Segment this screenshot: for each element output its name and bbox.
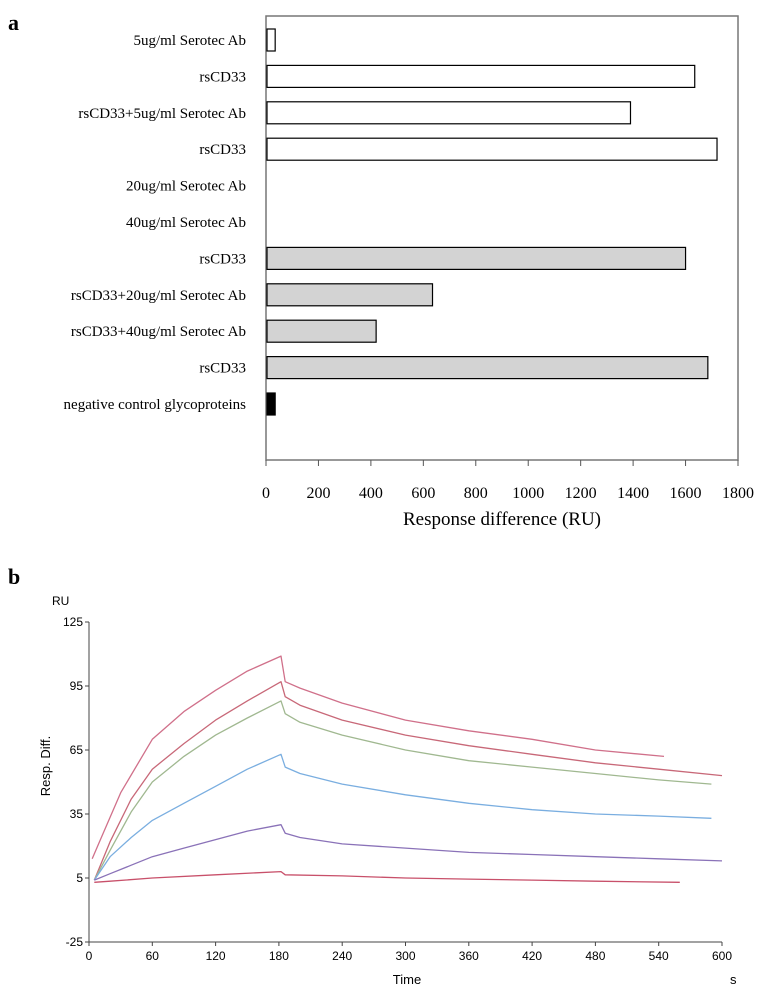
panel-b-label: b	[8, 564, 20, 589]
sensorgram-curve	[94, 824, 723, 881]
panel-a-label: a	[8, 10, 19, 35]
bar	[266, 28, 276, 52]
x-tick-label: 200	[306, 485, 330, 502]
panel-a-plot-frame	[265, 15, 739, 461]
x-tick-label: 800	[464, 485, 488, 502]
x-tick-label: 1800	[722, 485, 754, 502]
y-tick-label: 125	[63, 615, 83, 629]
x-tick-label: 180	[269, 949, 289, 963]
bar	[266, 319, 377, 343]
category-label: 40ug/ml Serotec Ab	[126, 215, 246, 231]
x-tick-label: 120	[206, 949, 226, 963]
panel-b-y-unit: RU	[52, 594, 69, 608]
sensorgram-curve	[93, 700, 712, 881]
bar	[266, 392, 276, 416]
category-label: negative control glycoproteins	[64, 397, 247, 413]
bar	[266, 283, 434, 307]
x-tick-label: 1000	[512, 485, 544, 502]
bar	[266, 137, 718, 161]
x-tick-label: 480	[585, 949, 605, 963]
x-tick-label: 600	[411, 485, 435, 502]
category-label: rsCD33+20ug/ml Serotec Ab	[71, 288, 246, 304]
bar	[266, 356, 709, 380]
sensorgram-curve	[94, 870, 680, 883]
y-tick-label: 35	[70, 807, 84, 821]
y-tick-label: -25	[66, 935, 84, 949]
bar	[266, 64, 696, 89]
y-tick-label: 95	[70, 679, 84, 693]
x-tick-label: 420	[522, 949, 542, 963]
x-tick-label: 540	[649, 949, 669, 963]
category-label: 20ug/ml Serotec Ab	[126, 179, 246, 195]
sensorgram-curve	[93, 681, 723, 881]
x-tick-label: 60	[146, 949, 160, 963]
x-tick-label: 400	[359, 485, 383, 502]
sensorgram-curve	[91, 655, 665, 860]
panel-b-x-axis-label: Time	[393, 972, 421, 987]
x-tick-label: 360	[459, 949, 479, 963]
panel-b-y-axis-label: Resp. Diff.	[38, 736, 53, 796]
panel-b-x-unit: s	[730, 972, 737, 987]
x-tick-label: 300	[395, 949, 415, 963]
category-label: rsCD33	[199, 251, 246, 267]
panel-a-x-axis-label: Response difference (RU)	[403, 509, 601, 530]
x-tick-label: 0	[86, 949, 93, 963]
bar	[266, 246, 687, 270]
category-label: rsCD33+40ug/ml Serotec Ab	[71, 324, 246, 340]
category-label: rsCD33	[199, 69, 246, 85]
x-tick-label: 0	[262, 485, 270, 502]
sensorgram-curve	[93, 753, 712, 881]
x-tick-label: 1400	[617, 485, 649, 502]
category-label: rsCD33+5ug/ml Serotec Ab	[78, 106, 246, 122]
y-tick-label: 65	[70, 743, 84, 757]
bar	[266, 101, 632, 125]
x-tick-label: 1600	[670, 485, 702, 502]
x-tick-label: 600	[712, 949, 732, 963]
category-label: 5ug/ml Serotec Ab	[134, 33, 247, 49]
x-tick-label: 1200	[565, 485, 597, 502]
category-label: rsCD33	[199, 142, 246, 158]
category-label: rsCD33	[199, 361, 246, 377]
x-tick-label: 240	[332, 949, 352, 963]
y-tick-label: 5	[76, 871, 83, 885]
